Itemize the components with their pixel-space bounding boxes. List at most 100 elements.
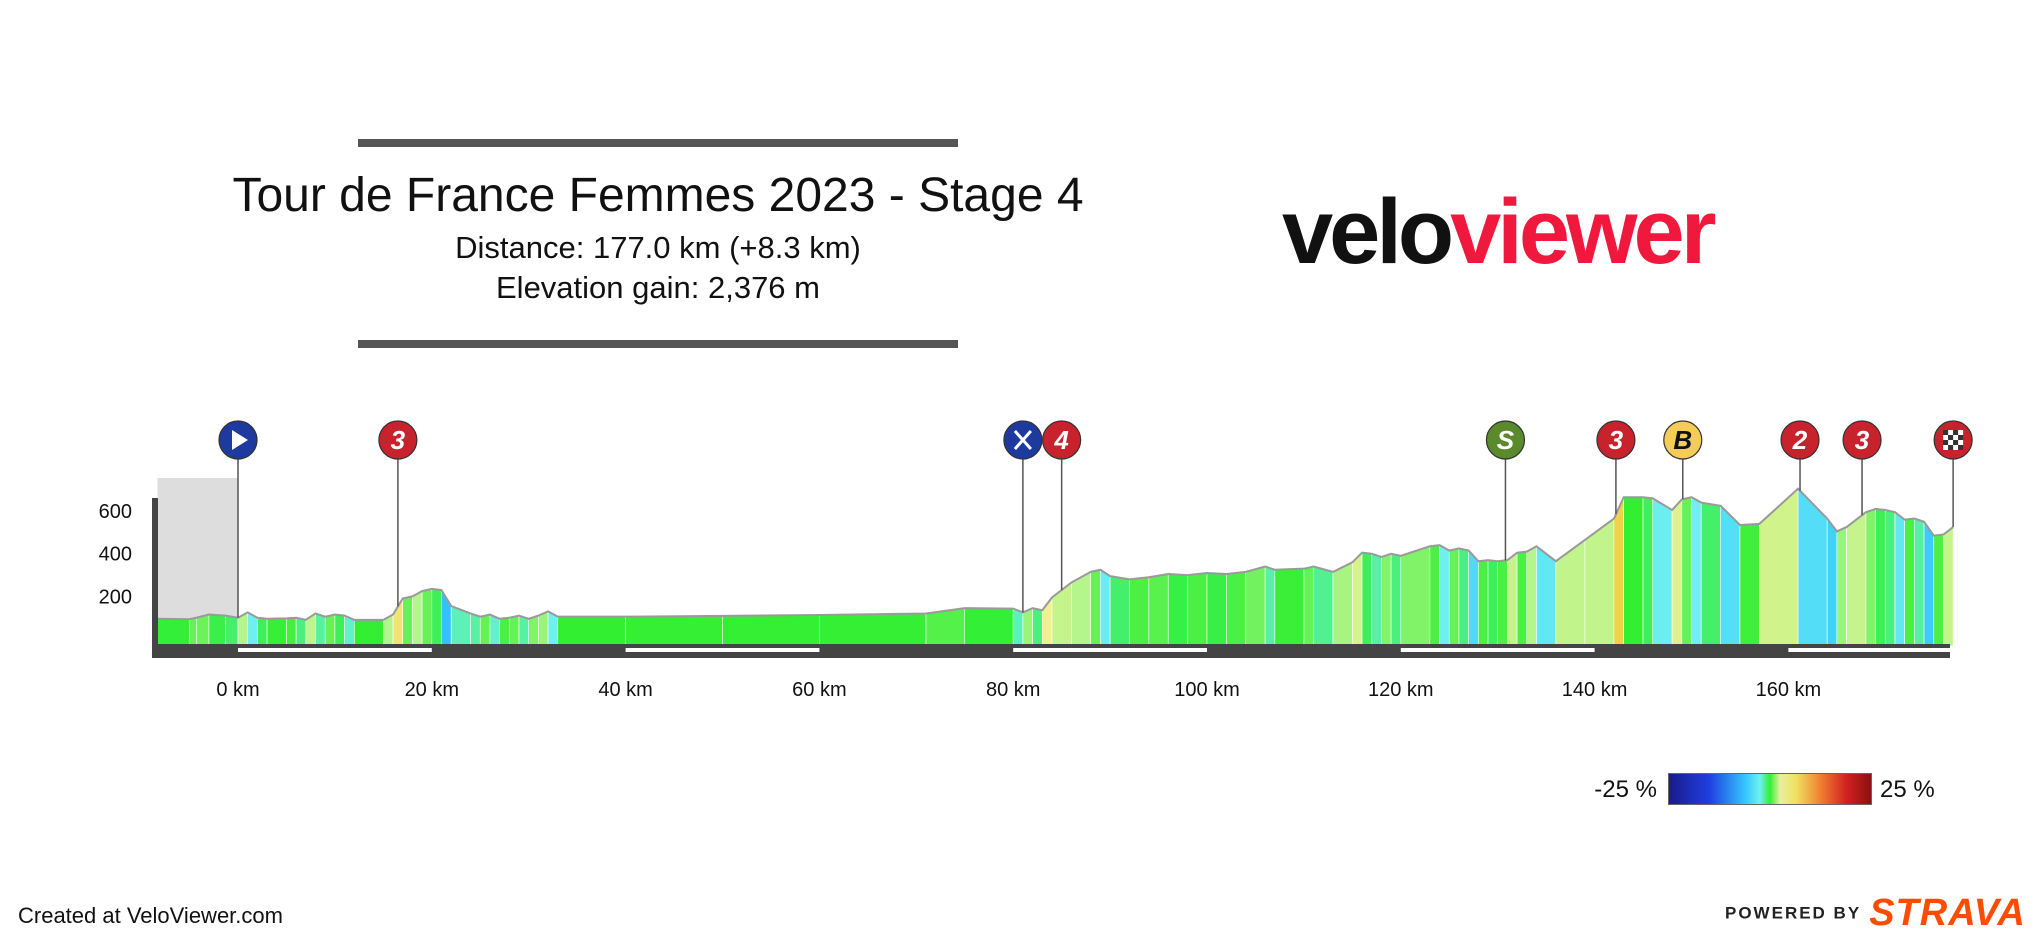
profile-segment — [1381, 553, 1392, 647]
checkered-flag-cell — [1953, 435, 1959, 440]
distance-text: Distance: 177.0 km (+8.3 km) — [455, 230, 861, 265]
checkered-flag-cell — [1943, 430, 1949, 435]
x-tick-label: 60 km — [792, 679, 846, 701]
climb-marker-label: 3 — [1609, 425, 1624, 455]
climb-marker-circle — [378, 420, 418, 460]
profile-segment — [1613, 497, 1624, 647]
profile-segment — [1187, 572, 1208, 647]
profile-segment — [925, 607, 966, 647]
checkered-flag-cell — [1948, 435, 1954, 440]
profile-segment — [1904, 518, 1915, 647]
checkered-flag-cell — [1953, 430, 1959, 435]
profile-segment — [1536, 545, 1557, 647]
profile-segment — [1051, 581, 1072, 647]
profile-segment — [431, 588, 442, 647]
profile-segment — [1400, 545, 1431, 647]
profile-segment — [1012, 608, 1024, 647]
climb-marker-label: 2 — [1792, 425, 1808, 455]
profile-segment — [1691, 496, 1702, 647]
profile-segment — [964, 607, 1014, 647]
checkered-flag-cell — [1948, 440, 1954, 445]
profile-segment — [518, 615, 530, 647]
profile-segment — [412, 590, 423, 647]
x-tick-label: 0 km — [216, 679, 259, 701]
profile-segment — [189, 617, 197, 647]
profile-segment — [1478, 559, 1489, 647]
profile-segment — [1167, 573, 1188, 647]
neutral-zone-background — [157, 478, 238, 646]
profile-segment — [1468, 549, 1479, 647]
climb-marker-label: 3 — [1855, 425, 1870, 455]
climb-marker-circle — [1842, 420, 1882, 460]
profile-segment — [1458, 548, 1469, 647]
distance-scale-segment — [238, 648, 432, 652]
x-tick-label: 40 km — [598, 679, 652, 701]
sprint-marker-circle — [1485, 420, 1526, 460]
strava-logo-text: STRAVA — [1869, 892, 2026, 934]
profile-segment — [1700, 502, 1721, 647]
profile-segment — [1865, 508, 1876, 647]
profile-segment — [1797, 487, 1828, 647]
profile-segment — [1526, 545, 1537, 647]
profile-segment — [1352, 551, 1363, 647]
profile-segment — [1555, 539, 1586, 647]
checkered-flag-cell — [1958, 430, 1964, 435]
profile-segment — [1885, 509, 1896, 647]
profile-segment — [1332, 561, 1353, 647]
profile-segment — [1943, 526, 1954, 647]
profile-segment — [315, 613, 326, 647]
profile-segment — [1487, 559, 1498, 647]
powered-by-text: POWERED BY — [1725, 903, 1862, 923]
veloviewer-logo[interactable]: veloviewer — [1282, 186, 1717, 278]
distance-scale-segment — [1013, 648, 1207, 652]
profile-segment — [1739, 523, 1760, 647]
climb-marker-circle — [1042, 420, 1082, 460]
powered-by-strava[interactable]: POWERED BY STRAVA — [1725, 892, 2026, 935]
checkered-flag-cell — [1948, 445, 1954, 450]
profile-segment — [1390, 553, 1402, 647]
profile-segment — [819, 613, 927, 647]
profile-segment — [528, 615, 539, 647]
profile-segment — [1933, 534, 1944, 647]
y-tick-label: 400 — [99, 544, 132, 566]
profile-segment — [1071, 571, 1092, 647]
profile-segment — [538, 610, 549, 647]
profile-segment — [1720, 505, 1741, 647]
profile-segment — [1642, 496, 1654, 647]
credit-link[interactable]: Created at VeloViewer.com — [18, 903, 283, 928]
profile-segment — [1109, 575, 1130, 647]
x-tick-label: 20 km — [405, 679, 459, 701]
profile-segment — [196, 614, 210, 647]
profile-segment — [286, 617, 297, 647]
profile-segment — [1914, 518, 1925, 647]
x-tick-label: 160 km — [1756, 679, 1822, 701]
profile-segment — [1129, 576, 1150, 647]
profile-segment — [295, 617, 307, 647]
profile-segment — [1361, 552, 1373, 647]
profile-segment — [1274, 568, 1305, 647]
y-axis-bar — [152, 498, 158, 658]
profile-segment — [1206, 572, 1227, 647]
profile-segment — [257, 617, 268, 647]
x-tick-label: 100 km — [1174, 679, 1240, 701]
bonus-marker-label: B — [1673, 425, 1692, 455]
checkered-flag-cell — [1943, 435, 1949, 440]
profile-segment — [1032, 607, 1043, 647]
profile-segment — [1836, 526, 1847, 647]
checkered-flag-cell — [1958, 445, 1964, 450]
legend-min-label: -25 % — [1594, 776, 1657, 803]
profile-segment — [1516, 551, 1528, 647]
profile-segment — [1100, 569, 1111, 647]
profile-segment — [509, 615, 520, 647]
profile-segment — [1313, 566, 1334, 647]
profile-segment — [479, 614, 491, 647]
gradient-color-scale — [1668, 773, 1872, 805]
y-tick-label: 200 — [99, 586, 132, 608]
x-tick-label: 140 km — [1562, 679, 1628, 701]
profile-segment — [1264, 566, 1276, 647]
profile-segment — [334, 614, 345, 647]
knife-icon — [1013, 430, 1033, 450]
page-title: Tour de France Femmes 2023 - Stage 4 — [232, 169, 1084, 222]
profile-segment — [1681, 496, 1692, 647]
checkered-flag-cell — [1943, 440, 1949, 445]
